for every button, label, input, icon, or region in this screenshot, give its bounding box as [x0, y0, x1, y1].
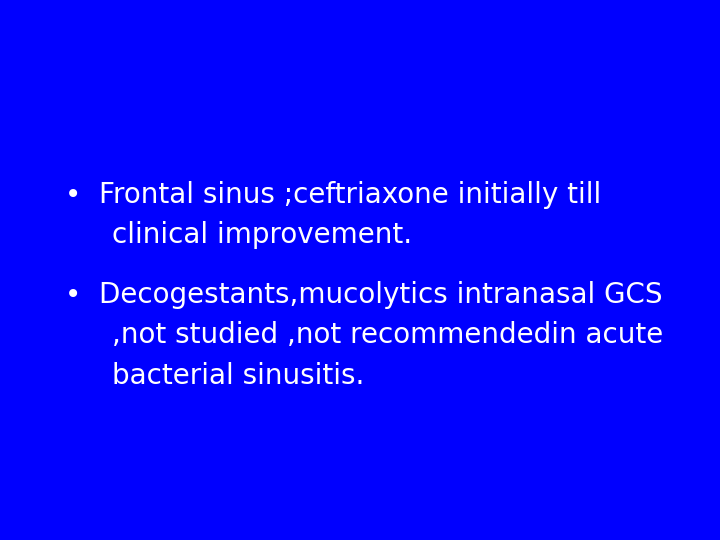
Text: •  Decogestants,mucolytics intranasal GCS: • Decogestants,mucolytics intranasal GCS	[65, 281, 662, 309]
Text: •  Frontal sinus ;ceftriaxone initially till: • Frontal sinus ;ceftriaxone initially t…	[65, 181, 601, 209]
Text: ,not studied ,not recommendedin acute: ,not studied ,not recommendedin acute	[112, 321, 663, 349]
Text: bacterial sinusitis.: bacterial sinusitis.	[112, 362, 364, 390]
Text: clinical improvement.: clinical improvement.	[112, 221, 412, 249]
